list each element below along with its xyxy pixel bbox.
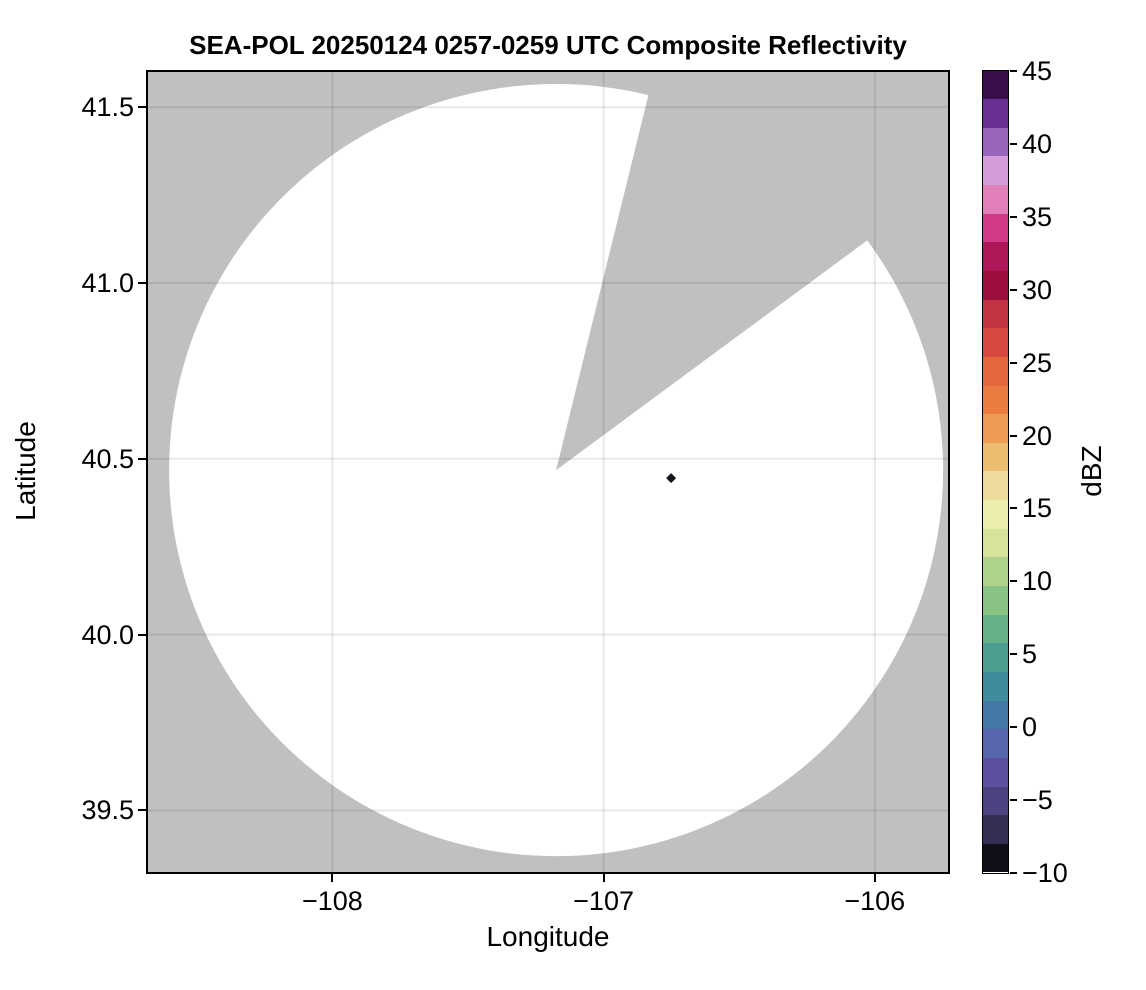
colorbar-band: [982, 299, 1008, 329]
colorbar-label: dBZ: [1076, 445, 1107, 497]
colorbar-tick-label: −5: [1022, 785, 1053, 816]
colorbar-band: [982, 586, 1008, 615]
y-axis-tick-label: 40.0: [81, 619, 134, 650]
colorbar-tick-label: 15: [1022, 493, 1053, 524]
colorbar-tick-label: 20: [1022, 420, 1053, 451]
colorbar-band: [982, 815, 1008, 844]
chart-title: SEA-POL 20250124 0257-0259 UTC Composite…: [189, 30, 907, 60]
x-tick-mark: [602, 874, 605, 882]
colorbar-band: [982, 156, 1008, 186]
colorbar-band: [982, 442, 1008, 472]
y-axis-tick-label: 41.5: [81, 92, 134, 123]
colorbar-tick-mark: [1009, 70, 1017, 72]
colorbar-band: [982, 557, 1008, 587]
colorbar-tick-label: 30: [1022, 274, 1053, 305]
colorbar-band: [982, 729, 1008, 758]
colorbar-tick-label: 35: [1022, 201, 1053, 232]
colorbar-tick-mark: [1009, 507, 1017, 510]
colorbar-band: [982, 671, 1008, 701]
colorbar-tick-mark: [1009, 872, 1017, 874]
colorbar-band: [982, 70, 1008, 100]
colorbar-tick-label: 40: [1022, 128, 1053, 159]
y-tick-mark: [138, 633, 146, 636]
colorbar-tick-label: 0: [1022, 712, 1038, 743]
grid-layer: [148, 72, 948, 872]
colorbar-tick-label: 25: [1022, 347, 1053, 378]
y-axis-tick-label: 41.0: [81, 267, 134, 298]
colorbar-tick-label: 10: [1022, 566, 1053, 597]
colorbar-band: [982, 528, 1008, 558]
echo-point: [666, 473, 677, 484]
colorbar-tick-mark: [1009, 799, 1017, 802]
y-tick-mark: [138, 809, 146, 812]
colorbar-band: [982, 757, 1008, 787]
colorbar-tick-mark: [1009, 361, 1017, 364]
x-axis-tick-label: −107: [573, 886, 634, 916]
colorbar-tick-label: 5: [1022, 639, 1038, 670]
colorbar-tick-label: −10: [1022, 858, 1068, 888]
colorbar-band: [982, 700, 1008, 730]
y-axis-tick-label: 39.5: [81, 795, 134, 826]
colorbar-band: [982, 99, 1008, 128]
colorbar-band: [982, 614, 1008, 644]
colorbar-band: [982, 500, 1008, 529]
colorbar-tick-mark: [1009, 288, 1017, 291]
colorbar-band: [982, 414, 1008, 443]
x-axis-tick-label: −108: [301, 886, 363, 916]
colorbar-tick-mark: [1009, 142, 1017, 145]
colorbar-tick-label: 45: [1022, 56, 1053, 86]
colorbar-band: [982, 242, 1008, 271]
colorbar-tick-mark: [1009, 580, 1017, 583]
colorbar-band: [982, 356, 1008, 386]
colorbar-band: [982, 185, 1008, 214]
colorbar-band: [982, 385, 1008, 415]
colorbar-band: [982, 213, 1008, 243]
x-axis-tick-label: −106: [844, 886, 906, 916]
y-axis-tick-label: 40.5: [81, 443, 134, 474]
colorbar-tick-mark: [1009, 434, 1017, 437]
colorbar-tick-mark: [1009, 653, 1017, 656]
colorbar: [981, 69, 1009, 874]
y-tick-mark: [138, 106, 146, 109]
colorbar-band: [982, 786, 1008, 816]
plot-canvas: [148, 72, 948, 872]
colorbar-band: [982, 328, 1008, 357]
colorbar-band: [982, 471, 1008, 501]
y-tick-mark: [138, 281, 146, 284]
x-axis-label: Longitude: [486, 921, 610, 952]
colorbar-band: [982, 643, 1008, 672]
colorbar-band: [982, 270, 1008, 300]
colorbar-band: [982, 127, 1008, 157]
x-tick-mark: [873, 874, 876, 882]
plot-area: [146, 70, 950, 874]
colorbar-tick-mark: [1009, 215, 1017, 218]
colorbar-band: [982, 843, 1008, 873]
radar-coverage-shape: [169, 83, 944, 857]
x-tick-mark: [331, 874, 334, 882]
y-tick-mark: [138, 457, 146, 460]
colorbar-tick-mark: [1009, 726, 1017, 729]
